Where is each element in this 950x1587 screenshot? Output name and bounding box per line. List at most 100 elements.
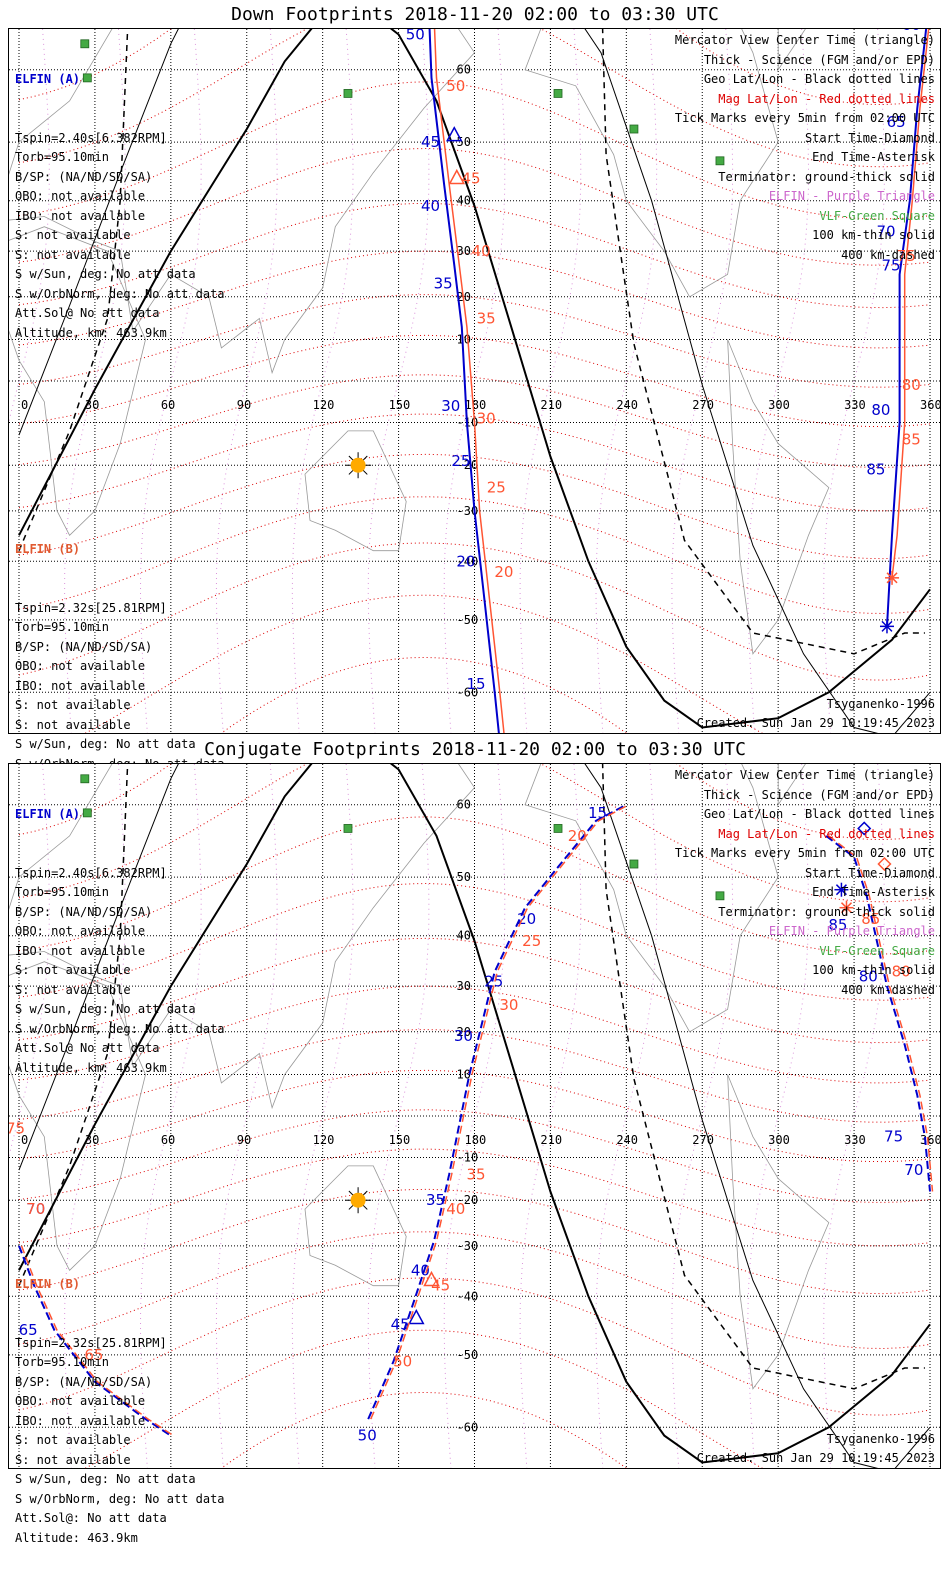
panel1-elfin-a-lines: Tspin=2.40s[6.382RPM] Torb=95.10min B/SP: … <box>15 129 225 344</box>
sun-icon <box>345 1187 372 1214</box>
track-time-label: 50 <box>358 1427 377 1445</box>
info-line: Att.Sol@: No att data <box>15 1511 167 1525</box>
y-tick-label: -30 <box>457 504 479 518</box>
terminator-100km <box>18 29 931 733</box>
track-time-label: 50 <box>446 77 465 95</box>
x-tick-label: 60 <box>161 398 175 412</box>
legend-entry: VLF-Green Square <box>819 943 935 958</box>
y-tick-label: -50 <box>457 613 479 627</box>
info-line: S: not available <box>15 698 131 712</box>
info-line: S w/Sun, deg: No att data <box>15 267 196 281</box>
info-line: OBO: not available <box>15 189 146 203</box>
info-line: S: not available <box>15 228 131 242</box>
info-line: S w/OrbNorm, deg: No att data <box>15 1021 225 1036</box>
y-tick-label: 30 <box>457 244 471 258</box>
track-time-label: 70 <box>876 223 895 241</box>
legend-entry: Geo Lat/Lon - Black dotted lines <box>703 807 935 821</box>
info-line: B/SP: (NA/ND/SD/SA) <box>15 639 153 654</box>
mag-lat-line <box>18 1069 931 1163</box>
track-time-label: 40 <box>472 242 491 260</box>
track-time-label: 50 <box>406 29 425 44</box>
sun-icon <box>345 452 372 479</box>
panel1-title: Down Footprints 2018-11-20 02:00 to 03:3… <box>231 4 719 25</box>
track-time-label: 70 <box>26 1200 45 1218</box>
coastline <box>304 1165 407 1287</box>
y-tick-label: -40 <box>457 554 479 568</box>
mag-lon-line <box>9 764 50 1158</box>
info-line: IBO: not available <box>15 208 146 223</box>
legend-entry: ELFIN - Purple Triangle <box>768 189 935 203</box>
x-tick-label: 0 <box>21 398 28 412</box>
terminator-ground <box>18 764 931 1464</box>
track-time-label: 45 <box>461 169 480 187</box>
center-time-triangle <box>408 1308 425 1325</box>
info-line: OBO: not available <box>15 659 146 673</box>
track-time-label: 30 <box>441 397 460 415</box>
start-time-diamond <box>877 856 892 872</box>
track-time-label: 75 <box>897 247 916 265</box>
x-tick-label: 180 <box>465 1133 487 1147</box>
vlf-square <box>343 89 353 98</box>
info-line: S: not available <box>15 717 131 732</box>
vlf-square <box>80 774 90 784</box>
track-elfin-a <box>825 835 931 1192</box>
mag-lon-line <box>747 764 810 1468</box>
info-line: OBO: not available <box>15 924 146 938</box>
mag-lon-line <box>443 29 506 733</box>
legend-entry: 400 km-dashed <box>841 982 935 997</box>
panel2-map: 0 30 60 90 120 150 180 210 240 270 300 330 360 70 60 50… <box>9 764 940 1468</box>
y-tick-label: 50 <box>457 870 471 884</box>
track-time-label: 85 <box>866 461 885 479</box>
track-time-label: 35 <box>426 1191 445 1209</box>
track-time-label: 80 <box>892 963 911 981</box>
mag-lon-line <box>291 29 354 733</box>
vlf-square <box>715 891 725 901</box>
vlf-square <box>553 89 563 98</box>
info-line: Tspin=2.40s[6.382RPM] <box>15 130 167 145</box>
axis-labels: 0306090120150180210240270300330360706050… <box>21 63 940 700</box>
vlf-square <box>553 824 563 833</box>
track-time-label: 70 <box>26 1200 45 1218</box>
legend-entry: End Time-Asterisk <box>812 885 935 899</box>
terminators <box>18 764 931 1468</box>
track-time-label: 15 <box>467 675 486 693</box>
coastline <box>9 961 146 1271</box>
mag-lon-line <box>747 29 810 733</box>
track-elfin-b <box>891 29 930 578</box>
info-line: Tspin=2.32s[25.81RPM] <box>15 1335 167 1350</box>
y-tick-label: -60 <box>457 685 479 699</box>
track-time-label: 20 <box>456 552 475 570</box>
track-time-label: 25 <box>487 479 506 497</box>
legend-entry: 100 km-thin solid <box>812 228 935 242</box>
y-tick-label: -30 <box>457 1239 479 1253</box>
y-tick-label: -20 <box>457 1193 479 1207</box>
mag-lon-line <box>595 764 658 1468</box>
info-line: S: not available <box>15 1452 131 1467</box>
x-tick-label: 120 <box>313 1133 335 1147</box>
x-tick-label: 270 <box>692 1133 714 1147</box>
info-line: S w/Sun, deg: No att data <box>15 1472 196 1486</box>
x-tick-label: 180 <box>465 398 487 412</box>
track-time-label: 40 <box>411 1261 430 1279</box>
panel2-elfin-b-lines: Tspin=2.32s[25.81RPM] Torb=95.10min B/SP: … <box>15 1334 225 1549</box>
info-line: Att.Sol@ No att data <box>15 1041 160 1055</box>
track-time-label: 65 <box>19 1321 38 1339</box>
info-line: IBO: not available <box>15 943 146 958</box>
info-line: IBO: not available <box>15 678 146 693</box>
x-tick-label: 60 <box>161 1133 175 1147</box>
x-tick-label: 90 <box>237 1133 251 1147</box>
coastline <box>9 226 146 536</box>
panel2-elfin-a-header: ELFIN (A) <box>15 807 81 821</box>
center-time-triangle <box>423 1270 440 1287</box>
track-time-label: 25 <box>451 452 470 470</box>
info-line: Torb=95.10min <box>15 150 109 164</box>
mag-lon-line <box>367 764 430 1468</box>
mag-lon-line <box>443 764 506 1468</box>
mag-lon-line <box>367 29 430 733</box>
vlf-square <box>80 39 90 49</box>
mag-lon-line <box>139 764 202 1468</box>
track-time-label: 75 <box>884 1128 903 1146</box>
panel1-elfin-b-header: ELFIN (B) <box>15 542 81 556</box>
legend-entry: Mercator View Center Time (triangle) <box>674 768 935 782</box>
mag-lat-line <box>18 334 931 428</box>
